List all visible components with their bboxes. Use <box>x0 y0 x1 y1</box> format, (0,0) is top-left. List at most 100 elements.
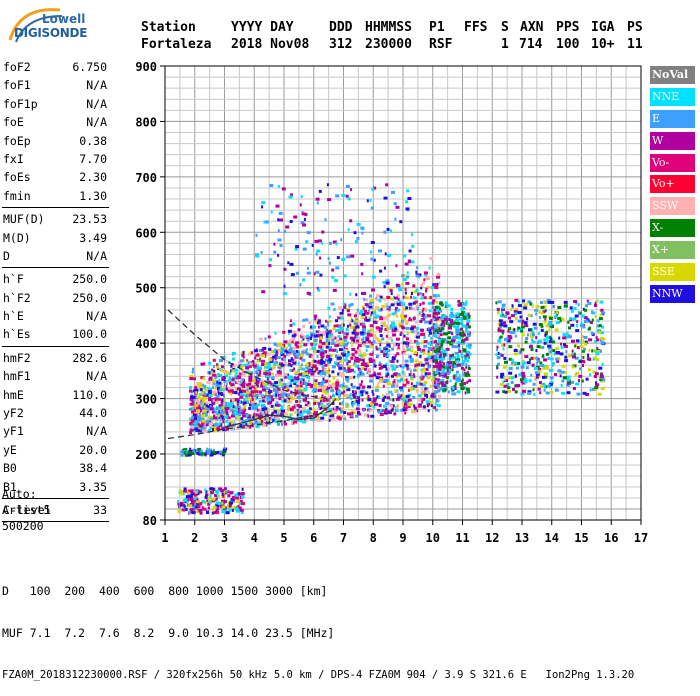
data-point <box>268 381 272 385</box>
distance-values: 100 200 400 600 800 1000 1500 3000 [km] <box>29 584 328 598</box>
data-point <box>290 422 293 425</box>
data-point <box>336 349 338 353</box>
data-point <box>199 449 203 453</box>
data-point <box>383 266 386 270</box>
data-point <box>198 385 203 389</box>
data-point <box>316 249 321 253</box>
data-point <box>346 309 350 313</box>
data-point <box>396 314 399 318</box>
data-point <box>359 390 364 394</box>
data-point <box>389 326 392 330</box>
data-point <box>440 316 443 320</box>
data-point <box>538 316 541 320</box>
data-point <box>291 417 296 421</box>
data-point <box>298 366 302 370</box>
data-point <box>429 359 433 363</box>
data-point <box>343 338 347 342</box>
data-point <box>367 395 370 398</box>
data-point <box>460 362 465 366</box>
data-point <box>398 322 403 326</box>
data-point <box>296 350 300 354</box>
data-point <box>602 377 606 381</box>
data-point <box>287 382 290 386</box>
data-point <box>268 358 273 362</box>
data-point <box>499 323 504 327</box>
data-point <box>562 376 566 380</box>
data-point <box>345 332 349 336</box>
data-point <box>340 238 343 242</box>
data-point <box>551 363 554 367</box>
data-point <box>443 374 447 378</box>
data-point <box>287 343 290 347</box>
data-point <box>465 300 468 304</box>
data-point <box>213 511 216 515</box>
data-point <box>290 193 293 197</box>
data-point <box>506 312 510 316</box>
data-point <box>374 336 379 340</box>
data-point <box>217 397 222 401</box>
data-point <box>238 492 241 496</box>
data-point <box>286 350 289 354</box>
param-row: hmF1 N/A <box>2 367 109 385</box>
data-point <box>221 415 226 419</box>
data-point <box>596 299 599 303</box>
data-point <box>289 220 293 223</box>
data-point <box>573 300 578 303</box>
data-point <box>277 371 282 375</box>
data-point <box>551 338 554 342</box>
data-point <box>299 399 302 403</box>
data-point <box>365 349 368 352</box>
data-point <box>234 495 237 499</box>
data-point <box>360 226 365 230</box>
data-point <box>465 374 468 378</box>
data-point <box>301 358 306 362</box>
data-point <box>572 355 576 359</box>
data-point <box>445 304 448 308</box>
data-point <box>319 256 322 260</box>
x-tick-label: 15 <box>574 531 588 545</box>
divider <box>2 497 109 499</box>
data-point <box>408 373 412 377</box>
data-point <box>295 391 300 395</box>
data-point <box>369 328 374 332</box>
data-point <box>387 349 391 353</box>
data-point <box>357 358 362 362</box>
data-point <box>355 311 359 315</box>
data-point <box>242 389 246 393</box>
data-point <box>351 411 354 415</box>
data-point <box>403 334 406 338</box>
data-point <box>435 365 439 368</box>
data-point <box>335 339 340 343</box>
data-point <box>304 401 308 404</box>
data-point <box>496 307 500 311</box>
data-point <box>340 401 344 405</box>
data-point <box>265 220 269 224</box>
data-point <box>420 328 424 332</box>
data-point <box>312 325 316 329</box>
data-point <box>591 349 594 353</box>
data-point <box>390 229 392 233</box>
data-point <box>213 392 217 396</box>
data-point <box>431 355 436 359</box>
data-point <box>199 403 202 407</box>
data-point <box>197 505 201 508</box>
data-point <box>433 340 437 344</box>
data-point <box>377 382 380 386</box>
data-point <box>351 319 354 323</box>
data-point <box>264 363 268 367</box>
x-tick-label: 4 <box>251 531 258 545</box>
data-point <box>189 495 192 499</box>
data-point <box>433 349 438 353</box>
data-point <box>286 375 291 379</box>
data-point <box>399 364 402 368</box>
data-point <box>191 370 194 374</box>
data-point <box>385 279 390 283</box>
data-point <box>238 375 242 379</box>
data-point <box>372 373 377 377</box>
data-point <box>213 412 217 416</box>
data-point <box>199 406 202 410</box>
data-point <box>223 385 226 389</box>
data-point <box>367 414 370 418</box>
data-point <box>275 401 279 405</box>
data-point <box>290 350 294 354</box>
